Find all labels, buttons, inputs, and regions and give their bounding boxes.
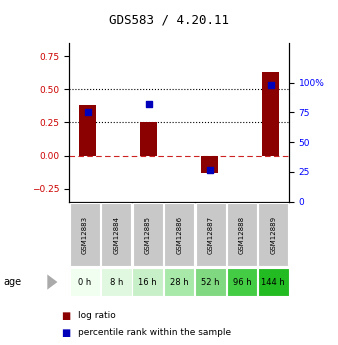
Text: age: age <box>3 277 22 287</box>
Text: GSM12889: GSM12889 <box>270 216 276 254</box>
Text: 0 h: 0 h <box>78 277 92 287</box>
Bar <box>201 156 218 173</box>
Text: 8 h: 8 h <box>110 277 123 287</box>
Point <box>268 82 273 88</box>
Text: 16 h: 16 h <box>139 277 157 287</box>
Polygon shape <box>47 275 57 290</box>
Text: GDS583 / 4.20.11: GDS583 / 4.20.11 <box>109 14 229 27</box>
Text: 144 h: 144 h <box>261 277 285 287</box>
Point <box>85 110 90 115</box>
Point <box>146 101 151 107</box>
Text: 96 h: 96 h <box>233 277 251 287</box>
Point <box>207 167 212 172</box>
Bar <box>262 72 279 156</box>
Text: ■: ■ <box>61 328 71 338</box>
Text: GSM12886: GSM12886 <box>176 216 182 254</box>
Text: percentile rank within the sample: percentile rank within the sample <box>78 328 231 337</box>
Bar <box>79 105 96 156</box>
Text: GSM12884: GSM12884 <box>113 216 119 254</box>
Text: GSM12888: GSM12888 <box>239 216 245 254</box>
Text: ■: ■ <box>61 311 71 321</box>
Text: GSM12883: GSM12883 <box>82 216 88 254</box>
Text: 28 h: 28 h <box>170 277 189 287</box>
Text: GSM12885: GSM12885 <box>145 216 151 254</box>
Text: log ratio: log ratio <box>78 311 116 320</box>
Text: GSM12887: GSM12887 <box>208 216 214 254</box>
Text: 52 h: 52 h <box>201 277 220 287</box>
Bar <box>140 122 157 156</box>
